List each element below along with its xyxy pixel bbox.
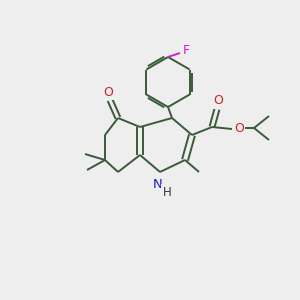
Text: O: O	[103, 85, 113, 98]
Text: O: O	[234, 122, 244, 134]
Text: N: N	[153, 178, 163, 191]
Text: F: F	[182, 44, 190, 58]
Text: H: H	[163, 185, 171, 199]
Text: O: O	[213, 94, 223, 107]
